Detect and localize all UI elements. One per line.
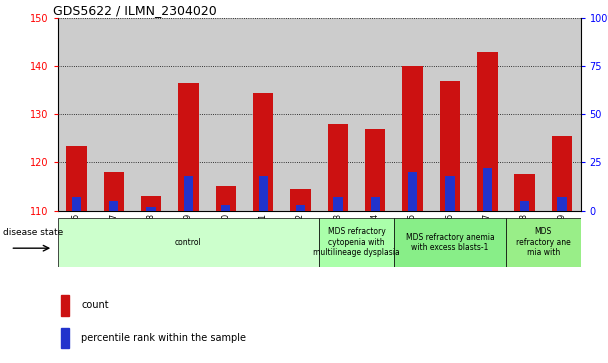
Bar xyxy=(282,18,319,211)
Bar xyxy=(445,176,455,211)
Bar xyxy=(216,187,236,211)
Bar xyxy=(66,146,87,211)
Text: GSM1515754: GSM1515754 xyxy=(371,213,380,265)
Text: GSM1515747: GSM1515747 xyxy=(109,213,119,265)
Text: GDS5622 / ILMN_2304020: GDS5622 / ILMN_2304020 xyxy=(52,4,216,17)
Text: control: control xyxy=(175,238,202,247)
Bar xyxy=(178,83,199,211)
Bar xyxy=(551,136,572,211)
Bar xyxy=(109,201,119,211)
Bar xyxy=(319,218,394,267)
Bar xyxy=(221,205,230,211)
Bar xyxy=(394,18,431,211)
Bar xyxy=(394,218,506,267)
Bar xyxy=(544,18,581,211)
Bar xyxy=(244,18,282,211)
Bar xyxy=(133,18,170,211)
Bar xyxy=(483,168,492,211)
Bar xyxy=(356,18,394,211)
Bar xyxy=(408,172,417,211)
Bar xyxy=(207,18,244,211)
Bar xyxy=(61,328,69,348)
Text: MDS refractory anemia
with excess blasts-1: MDS refractory anemia with excess blasts… xyxy=(406,233,494,252)
Bar xyxy=(506,18,544,211)
Text: GSM1515757: GSM1515757 xyxy=(483,213,492,265)
Bar xyxy=(514,175,535,211)
Text: GSM1515751: GSM1515751 xyxy=(258,213,268,264)
Bar xyxy=(431,18,469,211)
Bar xyxy=(319,18,356,211)
Bar xyxy=(258,176,268,211)
Bar xyxy=(103,172,124,211)
Text: MDS refractory
cytopenia with
multilineage dysplasia: MDS refractory cytopenia with multilinea… xyxy=(313,227,400,257)
Bar xyxy=(296,205,305,211)
Bar xyxy=(58,218,319,267)
Bar xyxy=(253,93,274,211)
Text: GSM1515752: GSM1515752 xyxy=(296,213,305,264)
Bar xyxy=(184,176,193,211)
Text: GSM1515748: GSM1515748 xyxy=(147,213,156,264)
Bar xyxy=(506,218,581,267)
Bar xyxy=(469,18,506,211)
Text: GSM1515753: GSM1515753 xyxy=(333,213,342,265)
Text: GSM1515746: GSM1515746 xyxy=(72,213,81,265)
Bar xyxy=(365,129,385,211)
Bar xyxy=(328,124,348,211)
Bar xyxy=(170,18,207,211)
Text: MDS
refractory ane
mia with: MDS refractory ane mia with xyxy=(516,227,571,257)
Text: count: count xyxy=(81,300,109,310)
Text: GSM1515756: GSM1515756 xyxy=(446,213,454,265)
Text: GSM1515749: GSM1515749 xyxy=(184,213,193,265)
Bar xyxy=(141,196,161,211)
Bar xyxy=(95,18,133,211)
Bar xyxy=(370,197,380,211)
Bar xyxy=(402,66,423,211)
Bar xyxy=(333,197,342,211)
Text: GSM1515758: GSM1515758 xyxy=(520,213,529,264)
Bar xyxy=(477,52,497,211)
Text: GSM1515750: GSM1515750 xyxy=(221,213,230,265)
Text: percentile rank within the sample: percentile rank within the sample xyxy=(81,333,246,343)
Bar xyxy=(61,295,69,316)
Bar xyxy=(72,197,81,211)
Text: disease state: disease state xyxy=(3,228,63,237)
Bar xyxy=(58,18,95,211)
Bar xyxy=(440,81,460,211)
Bar xyxy=(558,197,567,211)
Text: GSM1515759: GSM1515759 xyxy=(558,213,567,265)
Bar xyxy=(520,201,530,211)
Bar xyxy=(290,189,311,211)
Text: GSM1515755: GSM1515755 xyxy=(408,213,417,265)
Bar xyxy=(147,207,156,211)
